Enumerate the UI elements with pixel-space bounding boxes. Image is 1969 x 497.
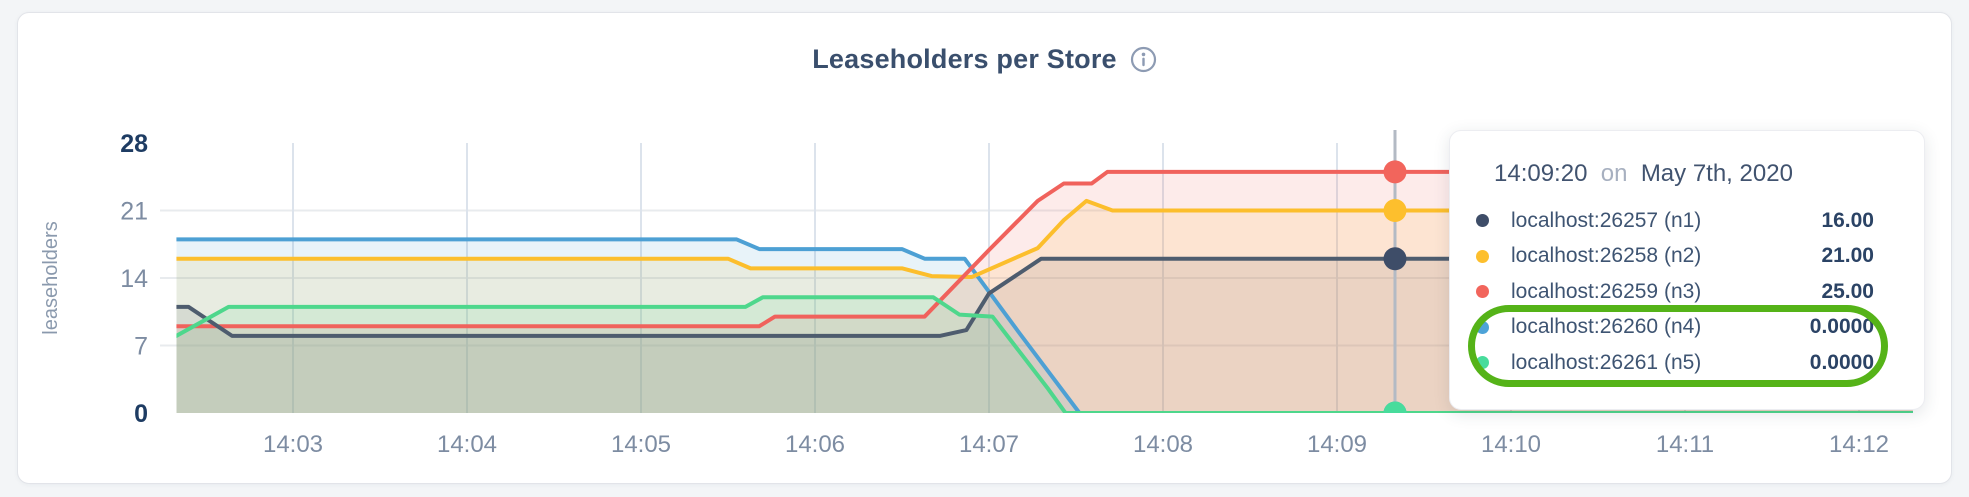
series-line-n3 [176,169,1913,329]
tooltip-row-value: 16.00 [1821,208,1874,232]
chart-header: Leaseholders per Store [0,44,1969,75]
crosshair-dot-n2 [1383,199,1407,222]
crosshair-dot-n1 [1383,247,1407,271]
y-axis-labels: 0 7 14 21 28 [120,130,148,428]
x-tick-label-14:05: 14:05 [611,431,671,458]
tooltip-row: localhost:26258 (n2) 21.00 [1476,239,1874,275]
crosshair-dot-n3 [1383,160,1407,184]
y-tick-label-7: 7 [134,333,148,361]
info-icon[interactable] [1130,46,1157,73]
tooltip-row: localhost:26257 (n1) 16.00 [1476,203,1874,239]
tooltip-row: localhost:26259 (n3) 25.00 [1476,274,1874,310]
series-fill-n4 [176,239,1913,413]
tooltip-date [1634,160,1641,187]
series-lines [176,169,1913,413]
x-tick-label-14:08: 14:08 [1133,431,1193,458]
y-tick-label-28: 28 [120,130,148,158]
y-tick-label-14: 14 [120,265,148,293]
tooltip-row-label: localhost:26257 (n1) [1511,208,1702,232]
x-tick-label-14:04: 14:04 [437,431,497,458]
series-dot-n1 [1476,214,1489,228]
page-title: Leaseholders per Store [812,44,1117,74]
highlight-annotation-circle [1468,305,1888,387]
series-line-n4 [176,237,1913,413]
tooltip-row-label: localhost:26260 (n4) [1511,315,1702,339]
series-dot-n3 [1476,285,1489,299]
x-tick-label-14:10: 14:10 [1481,431,1541,458]
tooltip-row-value: 21.00 [1821,244,1874,268]
y-axis-title: leaseholders [40,221,62,334]
tooltip-connector [1594,160,1601,187]
tooltip-row-label: localhost:26261 (n5) [1511,350,1702,374]
tooltip-timestamp: 14:09:20 on May 7th, 2020 [1494,160,1793,187]
x-axis-labels: 14:03 14:04 14:05 14:06 14:07 14:08 14:09 14:10… [263,431,1889,458]
series-dot-n2 [1476,249,1489,263]
series-line-n2 [176,198,1913,280]
tooltip-time: 14:09:20 [1494,160,1588,187]
y-tick-label-21: 21 [120,198,148,226]
x-tick-label-14:09: 14:09 [1307,431,1367,458]
series-line-n1 [176,256,1913,338]
series-line-n5 [176,295,1913,413]
x-tick-label-14:03: 14:03 [263,431,323,458]
tooltip-row-label: localhost:26259 (n3) [1511,279,1702,303]
crosshair-dot-n5 [1383,401,1407,413]
tooltip-row-value: 25.00 [1821,279,1874,303]
crosshair-dots [1383,160,1407,413]
x-tick-label-14:12: 14:12 [1829,431,1889,458]
tooltip-date-text: May 7th, 2020 [1640,160,1793,187]
tooltip-row-label: localhost:26258 (n2) [1511,244,1702,268]
x-tick-label-14:06: 14:06 [785,431,845,458]
y-tick-label-0: 0 [134,400,148,428]
x-tick-label-14:07: 14:07 [959,431,1019,458]
x-tick-label-14:11: 14:11 [1656,431,1714,458]
